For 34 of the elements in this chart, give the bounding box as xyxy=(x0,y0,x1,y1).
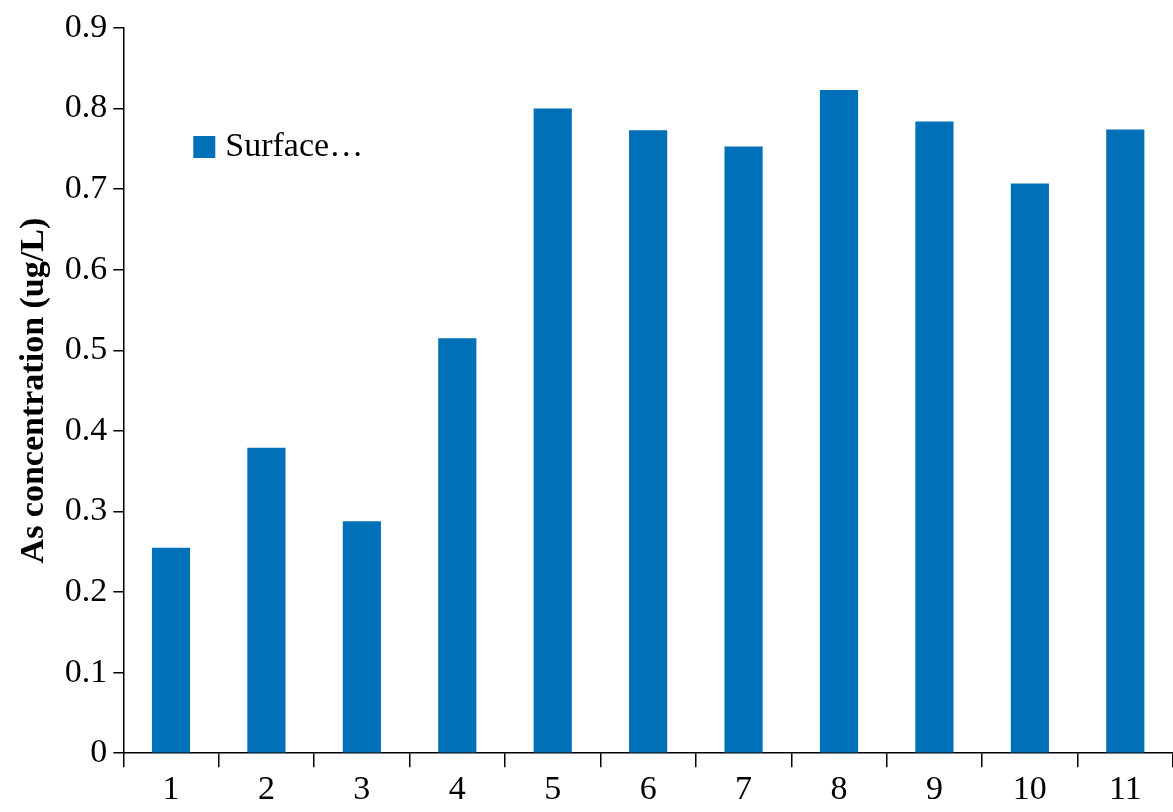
y-tick-label: 0.5 xyxy=(64,329,108,367)
x-tick-label: 5 xyxy=(544,768,562,806)
y-tick-label: 0.2 xyxy=(64,570,108,608)
x-tick-label: 11 xyxy=(1108,768,1142,806)
y-tick-label: 0.9 xyxy=(64,6,108,44)
bar xyxy=(247,447,286,753)
x-tick-label: 9 xyxy=(925,768,943,806)
x-tick-label: 1 xyxy=(162,768,180,806)
x-tick-label: 8 xyxy=(830,768,848,806)
bar xyxy=(151,547,191,753)
x-tick-label: 6 xyxy=(639,768,657,806)
y-tick-label: 0.3 xyxy=(64,490,108,528)
bar xyxy=(438,338,477,753)
bar xyxy=(342,521,381,753)
x-tick-label: 4 xyxy=(448,768,466,806)
bar xyxy=(915,121,954,753)
x-tick-label: 7 xyxy=(735,768,753,806)
bar xyxy=(1010,183,1049,753)
bar xyxy=(1106,129,1145,753)
y-tick-label: 0.1 xyxy=(64,651,108,689)
legend-label: Surface… xyxy=(225,125,364,163)
y-tick-label: 0 xyxy=(90,732,108,770)
x-tick-label: 2 xyxy=(257,768,275,806)
y-tick-label: 0.4 xyxy=(64,409,108,447)
bar xyxy=(629,130,668,753)
y-axis-title: As concentration (ug/L) xyxy=(13,217,52,564)
x-tick-label: 10 xyxy=(1012,768,1047,806)
bar xyxy=(533,108,572,753)
bar xyxy=(724,146,763,753)
bar xyxy=(819,90,859,753)
x-tick-label: 3 xyxy=(353,768,371,806)
y-tick-label: 0.8 xyxy=(64,87,108,125)
y-tick-label: 0.7 xyxy=(64,168,108,206)
y-tick-label: 0.6 xyxy=(64,248,108,286)
